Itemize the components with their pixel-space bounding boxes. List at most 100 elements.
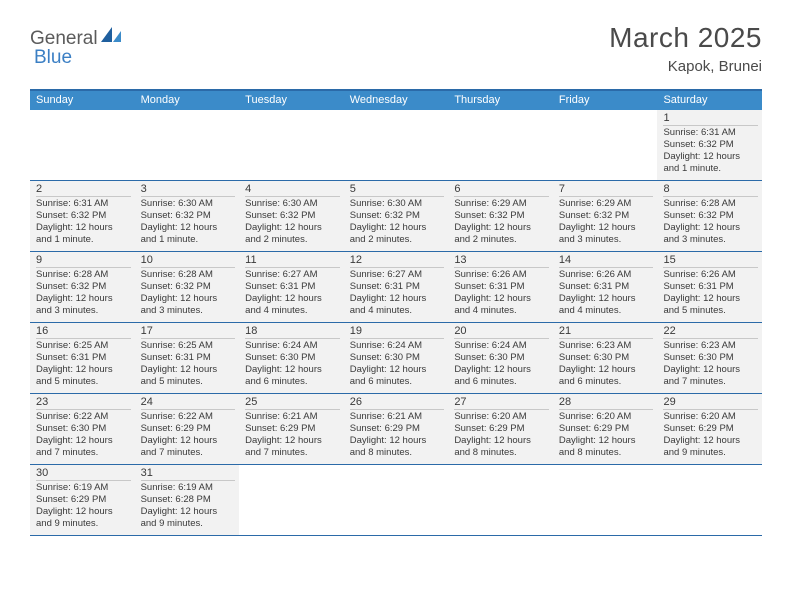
sunrise-line: Sunrise: 6:24 AM — [454, 340, 549, 352]
sunrise-line: Sunrise: 6:23 AM — [663, 340, 758, 352]
sunrise-line: Sunrise: 6:28 AM — [141, 269, 236, 281]
daylight-line: Daylight: 12 hours and 9 minutes. — [141, 506, 236, 530]
sunset-line: Sunset: 6:31 PM — [141, 352, 236, 364]
day-number: 5 — [350, 183, 445, 197]
day-number: 27 — [454, 396, 549, 410]
daylight-line: Daylight: 12 hours and 4 minutes. — [350, 293, 445, 317]
sunrise-line: Sunrise: 6:28 AM — [663, 198, 758, 210]
day-number: 10 — [141, 254, 236, 268]
calendar-cell: 15Sunrise: 6:26 AMSunset: 6:31 PMDayligh… — [657, 252, 762, 322]
calendar-cell: 11Sunrise: 6:27 AMSunset: 6:31 PMDayligh… — [239, 252, 344, 322]
sunrise-line: Sunrise: 6:31 AM — [663, 127, 758, 139]
calendar-cell: 8Sunrise: 6:28 AMSunset: 6:32 PMDaylight… — [657, 181, 762, 251]
title-block: March 2025 Kapok, Brunei — [609, 22, 762, 75]
daylight-line: Daylight: 12 hours and 4 minutes. — [559, 293, 654, 317]
day-number: 29 — [663, 396, 758, 410]
calendar-cell: 6Sunrise: 6:29 AMSunset: 6:32 PMDaylight… — [448, 181, 553, 251]
daylight-line: Daylight: 12 hours and 3 minutes. — [663, 222, 758, 246]
month-title: March 2025 — [609, 22, 762, 54]
calendar-cell: 31Sunrise: 6:19 AMSunset: 6:28 PMDayligh… — [135, 465, 240, 535]
calendar-cell: 9Sunrise: 6:28 AMSunset: 6:32 PMDaylight… — [30, 252, 135, 322]
calendar-cell: 4Sunrise: 6:30 AMSunset: 6:32 PMDaylight… — [239, 181, 344, 251]
sunset-line: Sunset: 6:32 PM — [141, 210, 236, 222]
day-number: 7 — [559, 183, 654, 197]
day-number: 23 — [36, 396, 131, 410]
sunrise-line: Sunrise: 6:27 AM — [245, 269, 340, 281]
daylight-line: Daylight: 12 hours and 2 minutes. — [245, 222, 340, 246]
day-header: Friday — [553, 91, 658, 110]
sunset-line: Sunset: 6:31 PM — [245, 281, 340, 293]
sunrise-line: Sunrise: 6:26 AM — [559, 269, 654, 281]
sunrise-line: Sunrise: 6:28 AM — [36, 269, 131, 281]
sunrise-line: Sunrise: 6:26 AM — [663, 269, 758, 281]
daylight-line: Daylight: 12 hours and 3 minutes. — [559, 222, 654, 246]
week-row: 2Sunrise: 6:31 AMSunset: 6:32 PMDaylight… — [30, 181, 762, 252]
calendar: SundayMondayTuesdayWednesdayThursdayFrid… — [30, 89, 762, 536]
sunset-line: Sunset: 6:30 PM — [245, 352, 340, 364]
day-header: Saturday — [657, 91, 762, 110]
sunrise-line: Sunrise: 6:24 AM — [245, 340, 340, 352]
sunset-line: Sunset: 6:30 PM — [559, 352, 654, 364]
day-number: 30 — [36, 467, 131, 481]
day-number: 2 — [36, 183, 131, 197]
sunrise-line: Sunrise: 6:30 AM — [245, 198, 340, 210]
day-number: 26 — [350, 396, 445, 410]
day-header: Thursday — [448, 91, 553, 110]
header: General March 2025 Kapok, Brunei — [0, 0, 792, 83]
sunset-line: Sunset: 6:31 PM — [454, 281, 549, 293]
sunrise-line: Sunrise: 6:22 AM — [141, 411, 236, 423]
sunset-line: Sunset: 6:32 PM — [36, 281, 131, 293]
sunrise-line: Sunrise: 6:21 AM — [350, 411, 445, 423]
calendar-cell: 23Sunrise: 6:22 AMSunset: 6:30 PMDayligh… — [30, 394, 135, 464]
sunset-line: Sunset: 6:32 PM — [141, 281, 236, 293]
day-number: 11 — [245, 254, 340, 268]
sunrise-line: Sunrise: 6:19 AM — [141, 482, 236, 494]
week-row: 1Sunrise: 6:31 AMSunset: 6:32 PMDaylight… — [30, 110, 762, 181]
calendar-cell-empty — [30, 110, 135, 180]
logo-text-blue-wrap: Blue — [33, 47, 72, 69]
day-number: 9 — [36, 254, 131, 268]
sunrise-line: Sunrise: 6:25 AM — [36, 340, 131, 352]
calendar-cell: 7Sunrise: 6:29 AMSunset: 6:32 PMDaylight… — [553, 181, 658, 251]
calendar-cell: 14Sunrise: 6:26 AMSunset: 6:31 PMDayligh… — [553, 252, 658, 322]
daylight-line: Daylight: 12 hours and 9 minutes. — [663, 435, 758, 459]
day-number: 18 — [245, 325, 340, 339]
daylight-line: Daylight: 12 hours and 8 minutes. — [350, 435, 445, 459]
daylight-line: Daylight: 12 hours and 1 minute. — [141, 222, 236, 246]
day-header: Monday — [135, 91, 240, 110]
week-row: 9Sunrise: 6:28 AMSunset: 6:32 PMDaylight… — [30, 252, 762, 323]
sunset-line: Sunset: 6:29 PM — [36, 494, 131, 506]
day-number: 22 — [663, 325, 758, 339]
daylight-line: Daylight: 12 hours and 3 minutes. — [141, 293, 236, 317]
logo-text-blue: Blue — [34, 47, 72, 68]
daylight-line: Daylight: 12 hours and 9 minutes. — [36, 506, 131, 530]
calendar-cell: 3Sunrise: 6:30 AMSunset: 6:32 PMDaylight… — [135, 181, 240, 251]
sunrise-line: Sunrise: 6:29 AM — [454, 198, 549, 210]
daylight-line: Daylight: 12 hours and 6 minutes. — [559, 364, 654, 388]
sunrise-line: Sunrise: 6:30 AM — [350, 198, 445, 210]
daylight-line: Daylight: 12 hours and 7 minutes. — [141, 435, 236, 459]
daylight-line: Daylight: 12 hours and 3 minutes. — [36, 293, 131, 317]
calendar-cell: 24Sunrise: 6:22 AMSunset: 6:29 PMDayligh… — [135, 394, 240, 464]
daylight-line: Daylight: 12 hours and 4 minutes. — [454, 293, 549, 317]
sunrise-line: Sunrise: 6:22 AM — [36, 411, 131, 423]
calendar-cell: 18Sunrise: 6:24 AMSunset: 6:30 PMDayligh… — [239, 323, 344, 393]
day-number: 1 — [663, 112, 758, 126]
calendar-cell: 28Sunrise: 6:20 AMSunset: 6:29 PMDayligh… — [553, 394, 658, 464]
sunset-line: Sunset: 6:30 PM — [350, 352, 445, 364]
sunrise-line: Sunrise: 6:26 AM — [454, 269, 549, 281]
calendar-cell-empty — [448, 465, 553, 535]
sunset-line: Sunset: 6:30 PM — [454, 352, 549, 364]
calendar-cell-empty — [239, 110, 344, 180]
day-number: 8 — [663, 183, 758, 197]
sunset-line: Sunset: 6:29 PM — [559, 423, 654, 435]
calendar-cell-empty — [239, 465, 344, 535]
daylight-line: Daylight: 12 hours and 2 minutes. — [454, 222, 549, 246]
day-number: 19 — [350, 325, 445, 339]
sunset-line: Sunset: 6:31 PM — [350, 281, 445, 293]
sunset-line: Sunset: 6:31 PM — [663, 281, 758, 293]
day-number: 3 — [141, 183, 236, 197]
week-row: 30Sunrise: 6:19 AMSunset: 6:29 PMDayligh… — [30, 465, 762, 536]
calendar-cell-empty — [344, 465, 449, 535]
sunrise-line: Sunrise: 6:20 AM — [663, 411, 758, 423]
